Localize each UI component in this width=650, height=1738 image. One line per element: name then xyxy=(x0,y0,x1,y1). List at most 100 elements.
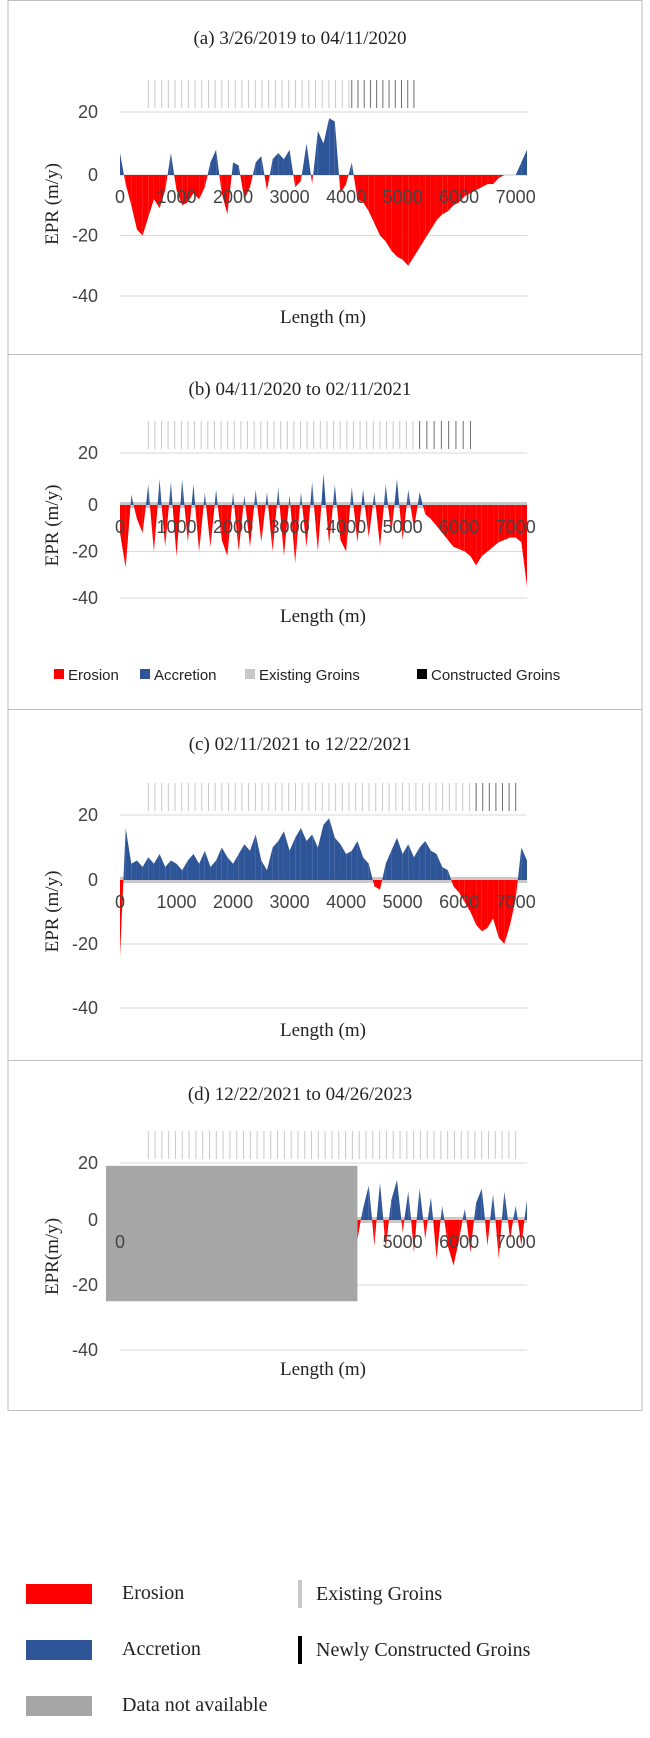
accretion-area xyxy=(131,494,134,505)
erosion-area xyxy=(430,505,437,526)
erosion-area xyxy=(295,175,301,188)
erosion-area xyxy=(187,505,192,543)
x-tick-label: 7000 xyxy=(496,892,536,912)
accretion-area xyxy=(193,484,196,505)
accretion-area xyxy=(321,473,324,505)
accretion-area xyxy=(419,1188,424,1220)
legend-erosion-label: Erosion xyxy=(122,1582,185,1604)
x-tick-label: 1000 xyxy=(157,892,197,912)
y-tick-label: 20 xyxy=(78,443,98,463)
erosion-area xyxy=(510,880,516,925)
erosion-area xyxy=(125,505,131,568)
erosion-area xyxy=(498,505,505,543)
accretion-area xyxy=(278,486,280,505)
x-tick-label: 7000 xyxy=(496,187,536,207)
erosion-area xyxy=(293,175,296,188)
erosion-area xyxy=(346,505,351,552)
accretion-area xyxy=(261,156,265,175)
x-tick-label: 1000 xyxy=(157,187,197,207)
accretion-area xyxy=(404,1191,409,1220)
data-not-available-block xyxy=(106,1165,358,1302)
accretion-area xyxy=(419,841,426,880)
erosion-area xyxy=(470,175,477,194)
accretion-area xyxy=(300,492,303,505)
erosion-area xyxy=(325,505,330,545)
erosion-area xyxy=(302,505,307,547)
erosion-area xyxy=(447,505,454,547)
accretion-area xyxy=(363,1185,369,1220)
accretion-area xyxy=(203,492,205,505)
x-tick-label: 3000 xyxy=(270,187,310,207)
erosion-area xyxy=(423,1220,426,1240)
y-tick-label: -40 xyxy=(72,1340,98,1360)
accretion-area xyxy=(402,844,409,880)
erosion-area xyxy=(123,175,126,185)
accretion-area xyxy=(272,152,279,175)
accretion-area xyxy=(233,492,235,505)
accretion-area xyxy=(430,850,437,880)
erosion-area xyxy=(481,175,488,188)
erosion-area xyxy=(340,505,347,552)
erosion-area xyxy=(153,175,160,209)
accretion-area xyxy=(348,162,352,175)
erosion-area xyxy=(521,505,527,587)
erosion-area xyxy=(199,505,204,552)
accretion-area xyxy=(170,860,177,880)
accretion-area xyxy=(504,1191,508,1220)
erosion-area xyxy=(174,175,177,191)
erosion-area xyxy=(149,505,154,552)
erosion-area xyxy=(172,505,177,557)
erosion-area xyxy=(436,505,443,533)
accretion-area xyxy=(180,479,183,505)
erosion-area xyxy=(336,505,341,540)
accretion-area xyxy=(323,473,326,505)
accretion-area xyxy=(255,156,262,175)
erosion-area xyxy=(374,175,381,236)
x-tick-label: 6000 xyxy=(439,187,479,207)
accretion-area xyxy=(231,162,234,175)
x-tick-label: 4000 xyxy=(326,187,366,207)
erosion-area xyxy=(401,1220,403,1233)
accretion-area xyxy=(131,860,137,880)
accretion-area xyxy=(383,484,386,505)
y-axis-title: EPR (m/y) xyxy=(42,163,63,245)
erosion-area xyxy=(176,505,181,557)
accretion-area xyxy=(278,152,284,175)
accretion-area xyxy=(159,479,162,505)
accretion-area xyxy=(524,1200,527,1220)
erosion-area xyxy=(380,505,384,547)
erosion-area xyxy=(425,505,431,519)
accretion-area xyxy=(351,486,354,505)
accretion-area xyxy=(430,1197,434,1220)
x-tick-label: 5000 xyxy=(383,892,423,912)
erosion-area xyxy=(357,505,362,543)
erosion-area xyxy=(204,175,208,188)
accretion-area xyxy=(170,152,175,175)
erosion-area xyxy=(498,175,505,179)
erosion-area xyxy=(283,505,289,557)
accretion-area xyxy=(289,837,296,880)
accretion-area xyxy=(521,149,527,175)
accretion-area xyxy=(306,143,311,175)
accretion-area xyxy=(199,850,205,880)
erosion-area xyxy=(485,1220,488,1246)
y-tick-label: -20 xyxy=(72,542,98,562)
accretion-area xyxy=(425,841,431,880)
panel-border xyxy=(7,1060,643,1411)
accretion-area xyxy=(329,118,335,175)
erosion-area xyxy=(464,175,471,197)
erosion-area xyxy=(387,505,392,533)
accretion-area xyxy=(346,850,352,880)
x-tick-label: 7000 xyxy=(496,517,536,537)
accretion-area xyxy=(301,143,307,175)
erosion-area xyxy=(425,175,431,239)
x-tick-label: 0 xyxy=(115,187,125,207)
accretion-area xyxy=(254,489,256,505)
x-tick-label: 0 xyxy=(115,1232,125,1252)
erosion-area xyxy=(120,505,126,568)
accretion-area xyxy=(221,847,228,880)
erosion-area xyxy=(493,505,499,547)
erosion-area xyxy=(413,1220,417,1253)
erosion-area xyxy=(487,1220,491,1246)
erosion-area xyxy=(195,505,200,552)
